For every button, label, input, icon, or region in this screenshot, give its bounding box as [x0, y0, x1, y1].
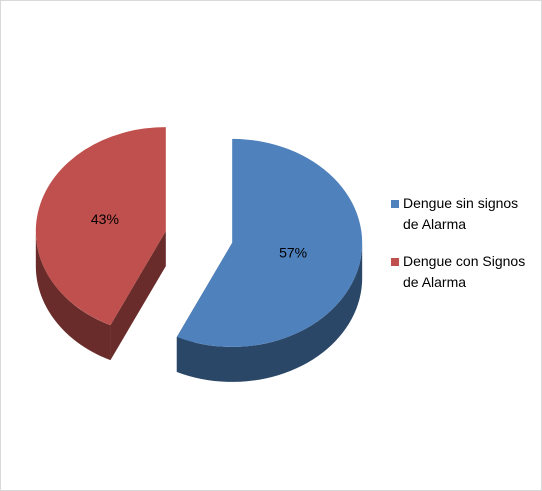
slice-wall [35, 231, 111, 361]
legend-swatch [391, 200, 399, 208]
data-label: 43% [91, 211, 119, 227]
pie-slice [176, 138, 363, 347]
legend-swatch [391, 258, 399, 266]
pie-slice [35, 127, 166, 326]
slice-wall [176, 242, 363, 382]
legend: Dengue sin signos de Alarma Dengue con Si… [391, 193, 537, 309]
legend-label: Dengue con Signos de Alarma [403, 253, 526, 290]
legend-item: Dengue sin signos de Alarma [391, 193, 537, 235]
slice-side [110, 231, 166, 361]
legend-item: Dengue con Signos de Alarma [391, 251, 537, 293]
data-label: 57% [279, 245, 307, 261]
legend-label: Dengue sin signos de Alarma [403, 195, 519, 232]
